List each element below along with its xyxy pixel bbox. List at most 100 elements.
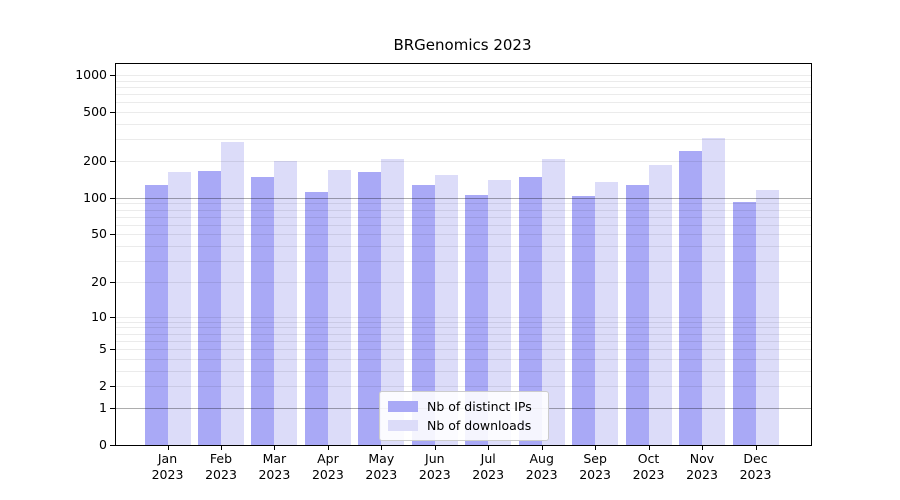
y-tick-20 (110, 281, 115, 283)
x-tick-may (381, 446, 383, 450)
bar-downloads-jul (488, 180, 512, 445)
bar-distinct-ips-may (358, 171, 382, 445)
bar-downloads-jun (434, 174, 458, 445)
gridline-70 (116, 216, 811, 218)
x-tick-label-aug: Aug 2023 (525, 451, 558, 482)
gridline-300 (116, 139, 811, 141)
bar-distinct-ips-oct (625, 184, 649, 445)
bar-downloads-oct (648, 165, 672, 445)
x-tick-label-sep: Sep 2023 (579, 451, 611, 482)
bar-distinct-ips-jan (144, 185, 168, 445)
x-tick-mar (274, 446, 276, 450)
y-tick-5 (110, 349, 115, 350)
bar-distinct-ips-nov (679, 150, 702, 445)
bar-downloads-feb (221, 141, 244, 445)
grid-layer (116, 64, 811, 445)
y-tick-label-100: 100 (83, 189, 107, 205)
bar-downloads-dec (755, 190, 779, 445)
bar-distinct-ips-sep (572, 196, 596, 445)
y-tick-50 (110, 234, 115, 236)
x-tick-apr (327, 446, 329, 450)
gridline-400 (116, 124, 811, 125)
gridline-200 (116, 161, 811, 162)
y-tick-label-0: 0 (99, 437, 107, 452)
x-tick-label-oct: Oct 2023 (632, 451, 665, 482)
y-tick-500 (110, 112, 115, 114)
x-tick-sep (595, 446, 597, 450)
x-tick-label-jan: Jan 2023 (151, 451, 184, 482)
bar-downloads-nov (702, 137, 725, 445)
gridline-60 (116, 224, 811, 226)
gridline-3 (116, 370, 811, 372)
gridline-1000 (116, 75, 811, 76)
gridline-2 (116, 386, 811, 388)
x-tick-label-dec: Dec 2023 (739, 451, 772, 482)
bar-downloads-sep (595, 181, 619, 445)
gridline-4 (116, 358, 811, 360)
x-tick-jun (434, 446, 436, 450)
bar-distinct-ips-jul (465, 195, 489, 445)
x-tick-dec (755, 446, 757, 450)
x-tick-label-mar: Mar 2023 (258, 451, 291, 482)
legend: Nb of distinct IPs Nb of downloads (379, 391, 549, 441)
gridline-800 (116, 86, 811, 88)
y-tick-label-50: 50 (91, 226, 107, 242)
legend-label-distinct-ips: Nb of distinct IPs (427, 399, 532, 414)
gridline-600 (116, 102, 811, 104)
legend-label-downloads: Nb of downloads (427, 418, 532, 433)
legend-swatch-distinct-ips (388, 401, 418, 412)
gridline-500 (116, 112, 811, 114)
x-tick-label-jul: Jul 2023 (472, 451, 505, 482)
y-tick-label-2: 2 (99, 378, 107, 394)
x-tick-label-nov: Nov 2023 (686, 451, 718, 482)
y-tick-label-10: 10 (91, 308, 107, 324)
bar-distinct-ips-aug (518, 177, 542, 445)
y-tick-0 (110, 445, 115, 446)
gridline-50 (116, 234, 811, 236)
bar-distinct-ips-feb (198, 170, 221, 445)
gridline-9 (116, 321, 811, 323)
gridline-10 (116, 316, 811, 318)
x-tick-feb (221, 446, 222, 450)
gridline-5 (116, 349, 811, 350)
bar-downloads-may (381, 159, 405, 445)
gridline-7 (116, 333, 811, 335)
x-tick-aug (541, 446, 543, 450)
bar-distinct-ips-jun (411, 184, 435, 445)
gridline-6 (116, 340, 811, 342)
y-tick-label-5: 5 (99, 341, 107, 356)
legend-swatch-downloads (388, 420, 418, 431)
y-tick-10 (110, 316, 115, 318)
gridline-20 (116, 281, 811, 283)
gridline-90 (116, 203, 811, 205)
y-tick-label-500: 500 (83, 104, 107, 120)
y-tick-100 (110, 197, 115, 199)
bar-distinct-ips-dec (732, 202, 756, 445)
y-tick-label-20: 20 (91, 273, 107, 289)
x-tick-label-may: May 2023 (365, 451, 398, 482)
gridline-8 (116, 327, 811, 329)
bar-downloads-aug (541, 159, 565, 445)
gridline-30 (116, 261, 811, 263)
y-tick-label-1: 1 (99, 399, 107, 415)
x-tick-oct (648, 446, 650, 450)
plot-area: Nb of distinct IPs Nb of downloads 0 1 2 5 1… (75, 63, 812, 482)
bar-distinct-ips-mar (251, 176, 275, 445)
x-tick-jul (488, 446, 490, 450)
x-tick-label-jun: Jun 2023 (418, 451, 451, 482)
bar-downloads-mar (274, 161, 298, 445)
gridline-major-100 (116, 197, 811, 199)
bar-downloads-apr (327, 169, 351, 445)
bar-downloads-jan (167, 171, 191, 445)
y-tick-200 (110, 161, 115, 162)
y-tick-1 (110, 407, 115, 409)
y-tick-2 (110, 386, 115, 388)
gridline-900 (116, 80, 811, 82)
gridline-700 (116, 94, 811, 96)
chart-title: BRGenomics 2023 (393, 36, 532, 54)
legend-row-distinct-ips: Nb of distinct IPs (388, 397, 540, 416)
y-tick-1000 (110, 75, 115, 76)
bars-layer (116, 64, 811, 445)
x-tick-label-apr: Apr 2023 (311, 451, 344, 482)
x-tick-jan (167, 446, 169, 450)
